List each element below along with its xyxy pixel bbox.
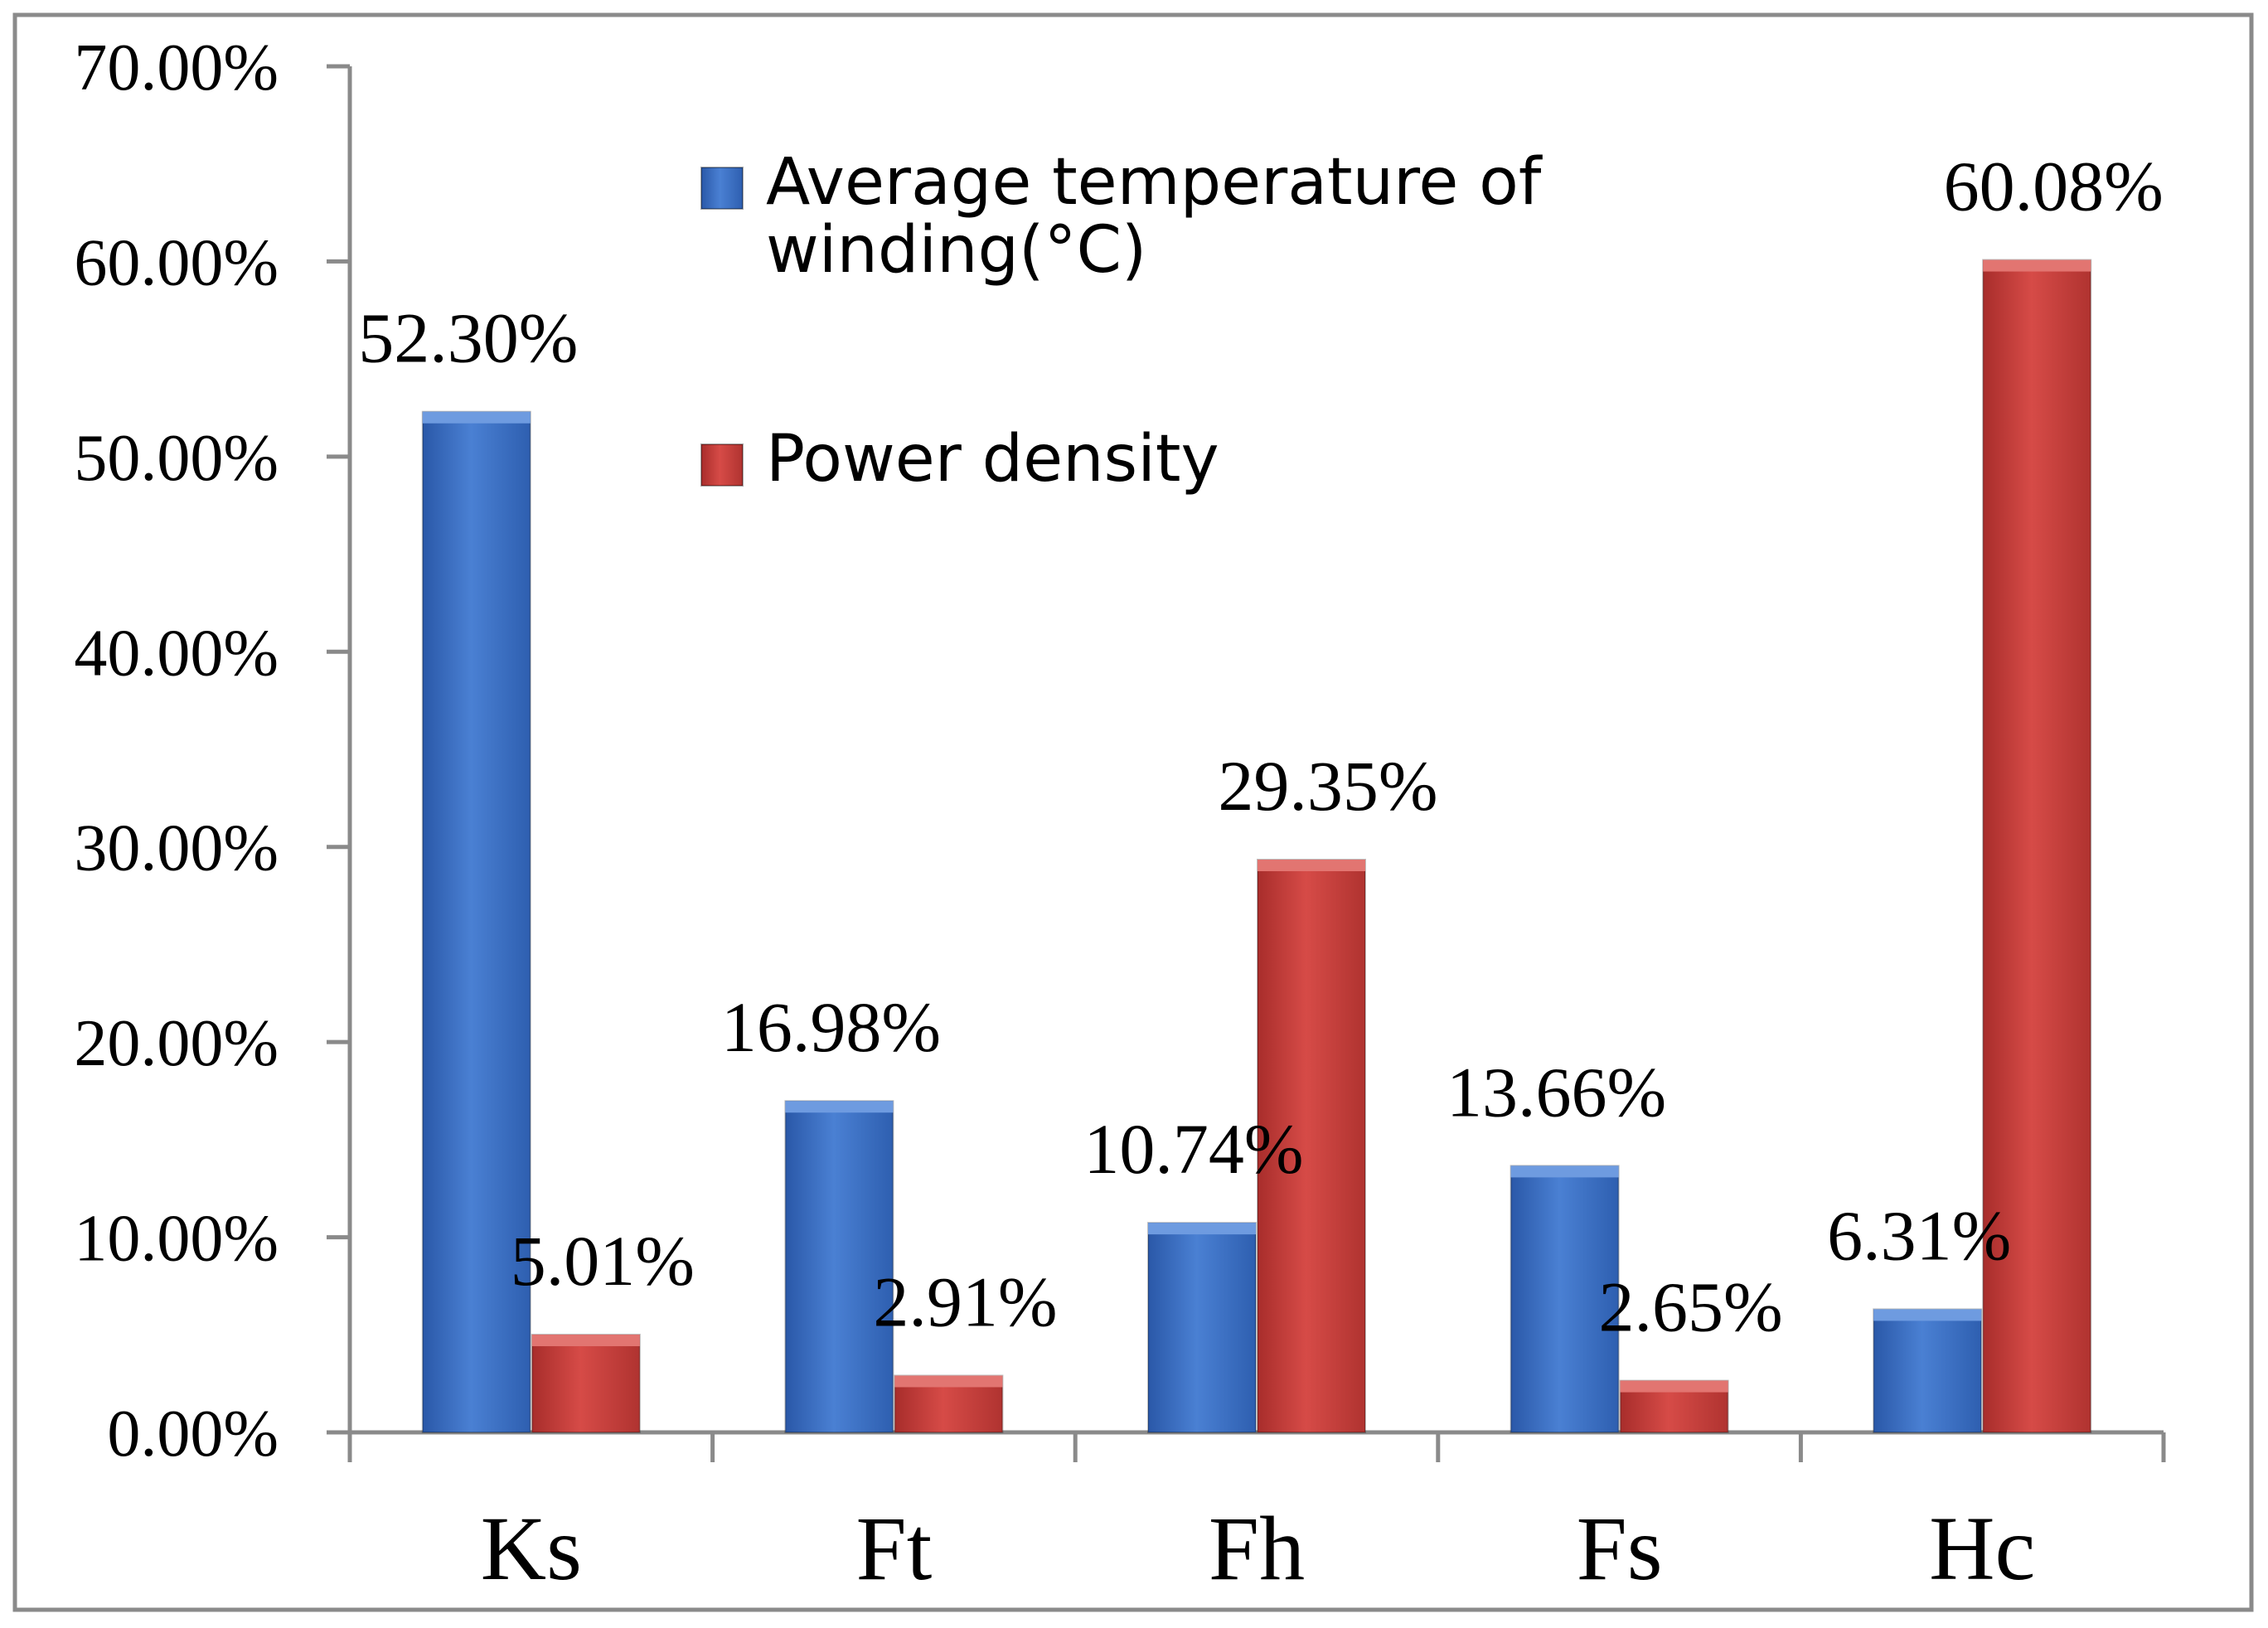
bar-fs-series-1: [1510, 1165, 1620, 1433]
bar-top-highlight: [785, 1101, 894, 1113]
data-label: 2.91%: [873, 1262, 1057, 1341]
y-tick-label: 10.00%: [74, 1203, 279, 1276]
bar-top-highlight: [1620, 1380, 1728, 1393]
legend-label: Average temperature of: [766, 145, 1543, 220]
bar-top-highlight: [894, 1375, 1003, 1388]
legend-label: Power density: [766, 422, 1219, 497]
legend-label: winding(°C): [766, 213, 1146, 288]
bar-top-highlight: [531, 1335, 640, 1347]
bar-fh-series-2: [1257, 859, 1366, 1433]
data-label: 16.98%: [721, 987, 941, 1067]
data-label: 6.31%: [1827, 1195, 2011, 1275]
x-category-label: Ks: [481, 1498, 582, 1599]
bar-top-highlight: [1510, 1165, 1619, 1178]
legend-swatch-series-1: [700, 167, 744, 210]
legend-swatch-series-2: [700, 443, 744, 487]
bar-hc-series-1: [1873, 1308, 1983, 1434]
bar-fh-series-1: [1147, 1222, 1257, 1433]
x-category-label: Fh: [1209, 1498, 1305, 1599]
data-label: 2.65%: [1599, 1267, 1783, 1347]
bar-hc-series-2: [1982, 259, 2092, 1433]
bar-top-highlight: [1983, 259, 2091, 272]
bar-top-highlight: [1148, 1223, 1256, 1235]
y-tick-label: 20.00%: [74, 1007, 279, 1080]
data-label: 60.08%: [1944, 147, 2164, 226]
data-label: 13.66%: [1447, 1052, 1666, 1131]
data-label: 5.01%: [511, 1221, 695, 1301]
axes: 0.00% 10.00% 20.00% 30.00% 40.00% 50.00% 60.00…: [74, 31, 2166, 1599]
x-category-label: Fs: [1577, 1498, 1663, 1599]
x-category-label: Ft: [856, 1498, 933, 1599]
bar-ks-series-1: [421, 410, 531, 1433]
data-labels: 52.30% 16.98% 10.74% 13.66% 6.31% 5.01% 2.91% 2…: [358, 147, 2164, 1347]
data-label: 52.30%: [358, 298, 578, 378]
x-category-label: Hc: [1929, 1498, 2035, 1599]
bar-ks-series-2: [531, 1334, 641, 1434]
data-label: 10.74%: [1083, 1109, 1303, 1189]
bar-ft-series-1: [784, 1100, 894, 1434]
y-tick-label: 60.00%: [74, 226, 279, 299]
bar-top-highlight: [422, 411, 531, 424]
y-tick-label: 0.00%: [107, 1398, 279, 1471]
bar-top-highlight: [1258, 860, 1365, 872]
y-tick-label: 70.00%: [74, 31, 279, 104]
bars: [421, 259, 2092, 1434]
data-label: 29.35%: [1218, 746, 1437, 826]
y-tick-label: 30.00%: [74, 812, 279, 885]
bar-top-highlight: [1873, 1309, 1982, 1321]
y-tick-label: 40.00%: [74, 617, 279, 690]
y-tick-label: 50.00%: [74, 422, 279, 495]
